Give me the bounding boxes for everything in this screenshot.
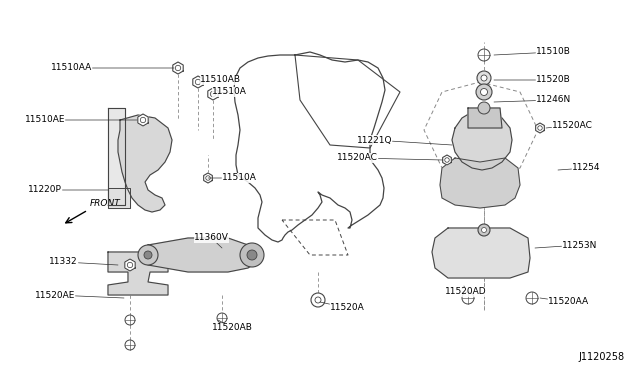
Circle shape [476,84,492,100]
Circle shape [478,49,490,61]
Text: 11220P: 11220P [28,186,108,195]
Text: 11520AD: 11520AD [445,286,486,296]
Polygon shape [468,108,502,128]
Circle shape [481,75,487,81]
Circle shape [478,102,490,114]
Text: 11510A: 11510A [212,87,247,96]
Text: 11520AC: 11520AC [546,121,593,129]
Circle shape [125,315,135,325]
Text: 11510AB: 11510AB [200,76,241,84]
Text: 11510AA: 11510AA [51,64,174,73]
Text: FRONT: FRONT [90,199,121,208]
Text: 11520B: 11520B [494,76,571,84]
Circle shape [247,250,257,260]
Polygon shape [193,76,203,88]
Circle shape [144,251,152,259]
Circle shape [125,340,135,350]
Polygon shape [138,114,148,126]
Polygon shape [108,188,130,208]
Text: 11332: 11332 [49,257,118,266]
Circle shape [138,245,158,265]
Text: 11520A: 11520A [320,302,365,312]
Text: J1120258: J1120258 [579,352,625,362]
Text: 11520AA: 11520AA [540,298,589,307]
Circle shape [481,228,486,232]
Polygon shape [452,110,512,170]
Text: 11510A: 11510A [208,173,257,183]
Circle shape [478,224,490,236]
Text: 11510B: 11510B [494,48,571,57]
Text: 11520AB: 11520AB [212,320,253,333]
Polygon shape [108,252,168,295]
Text: 11221Q: 11221Q [356,135,452,145]
Polygon shape [536,123,545,133]
Polygon shape [108,108,125,205]
Polygon shape [204,173,212,183]
Circle shape [526,292,538,304]
Text: 11520AC: 11520AC [337,154,443,163]
Circle shape [311,293,325,307]
Text: 11360V: 11360V [194,234,229,248]
Circle shape [462,292,474,304]
Polygon shape [443,155,451,165]
Circle shape [240,243,264,267]
Circle shape [477,71,491,85]
Polygon shape [173,62,183,74]
Polygon shape [125,259,135,271]
Polygon shape [118,115,172,212]
Polygon shape [208,88,218,100]
Text: 11253N: 11253N [535,241,597,250]
Polygon shape [440,158,520,208]
Polygon shape [432,228,530,278]
Text: 11246N: 11246N [494,96,572,105]
Text: 11254: 11254 [558,164,600,173]
Circle shape [217,313,227,323]
Polygon shape [140,238,260,272]
Text: 11520AE: 11520AE [35,291,124,299]
Text: 11510AE: 11510AE [24,115,137,125]
Circle shape [481,89,488,96]
